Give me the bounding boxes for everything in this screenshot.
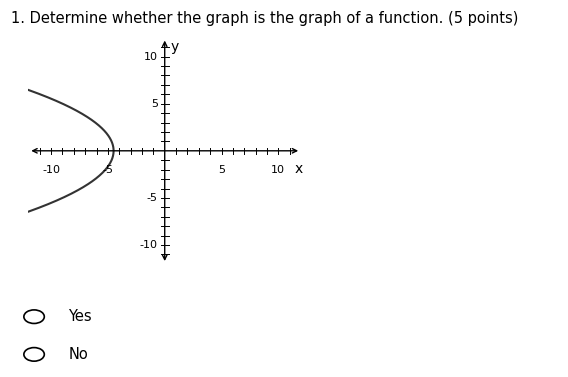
Text: y: y: [170, 40, 179, 54]
Text: 10: 10: [272, 165, 285, 175]
Text: Yes: Yes: [68, 309, 92, 324]
Text: -5: -5: [147, 193, 158, 203]
Text: -10: -10: [140, 240, 158, 250]
Text: 10: 10: [144, 52, 158, 61]
Text: 5: 5: [218, 165, 225, 175]
Text: 5: 5: [151, 99, 158, 109]
Text: -5: -5: [102, 165, 114, 175]
Text: 1. Determine whether the graph is the graph of a function. (5 points): 1. Determine whether the graph is the gr…: [11, 11, 519, 26]
Text: -10: -10: [42, 165, 60, 175]
Text: No: No: [68, 347, 88, 362]
Text: x: x: [295, 162, 303, 176]
